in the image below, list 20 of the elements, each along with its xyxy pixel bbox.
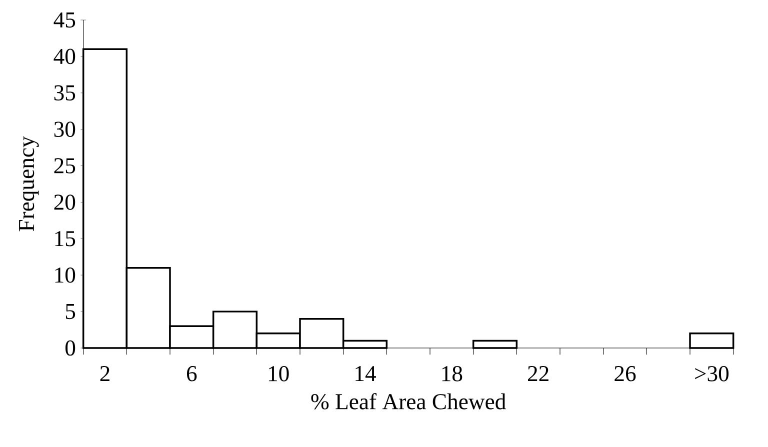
y-tick-label: 20	[54, 194, 76, 210]
y-tick-label: 35	[54, 85, 76, 101]
x-axis-title: % Leaf Area Chewed	[311, 393, 506, 410]
y-tick-label: 10	[55, 267, 76, 283]
y-tick-label: 25	[54, 158, 76, 174]
x-tick-label: 14	[356, 366, 376, 382]
x-tick-label: 22	[528, 366, 548, 382]
x-tick-label: 6	[186, 366, 197, 382]
y-tick-label: 40	[54, 48, 76, 64]
y-axis-title: Frequency	[19, 136, 39, 232]
y-tick-label: 0	[65, 340, 76, 356]
y-tick-label: 45	[54, 12, 76, 28]
x-tick-label: 26	[614, 366, 636, 382]
y-tick-label: 15	[55, 231, 76, 246]
x-tick-label: 10	[268, 366, 289, 382]
y-tick-label: 5	[66, 304, 76, 320]
y-tick-label: 30	[54, 122, 76, 137]
x-tick-label: >30	[695, 366, 729, 382]
x-tick-label: 2	[100, 366, 110, 382]
x-tick-label: 18	[442, 366, 462, 382]
